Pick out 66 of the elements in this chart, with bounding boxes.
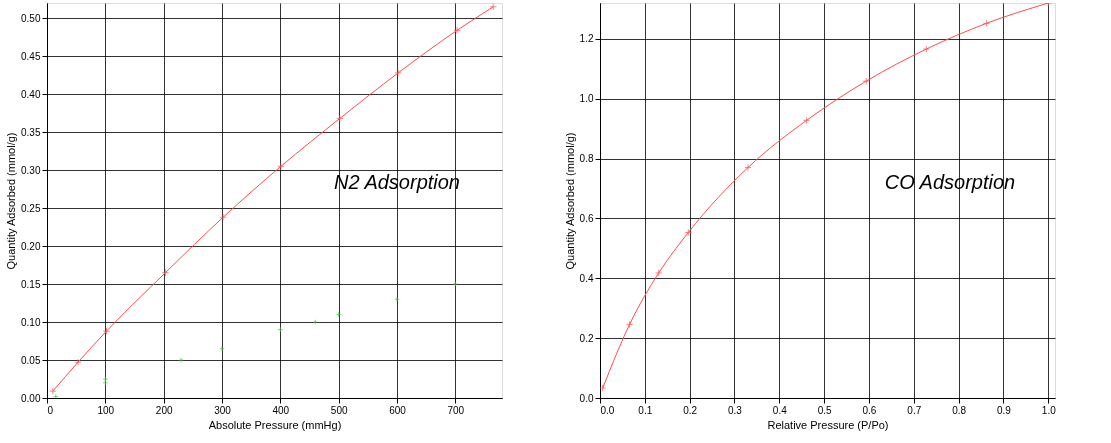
point [982, 19, 991, 28]
x-tick-label: 0 [47, 404, 54, 416]
y-tick-label: 0.45 [21, 50, 41, 62]
point [102, 327, 111, 335]
point [922, 45, 931, 53]
y-tick-label: 0.30 [21, 164, 41, 176]
x-tick-label: 1.0 [1041, 404, 1057, 416]
x-tick-label: 200 [155, 404, 173, 416]
y-tick-label: 0.10 [21, 316, 41, 328]
point [336, 114, 344, 123]
point [335, 311, 342, 318]
point [802, 116, 811, 124]
x-tick-label: 500 [330, 404, 348, 416]
y-tick-label: 1.0 [579, 93, 594, 105]
y-tick-label: 0.20 [21, 240, 41, 252]
y-tick-label: 0.50 [21, 12, 41, 24]
point [744, 163, 752, 172]
x-tick-label: 0.5 [817, 404, 833, 416]
x-tick-label: 400 [272, 404, 290, 416]
point [53, 393, 59, 398]
y-tick-label: 0.0 [579, 392, 594, 404]
x-tick-label: 0.0 [600, 404, 615, 416]
y-tick-label: 0.40 [21, 88, 41, 100]
point [452, 281, 459, 287]
point [684, 228, 692, 237]
point [862, 77, 870, 85]
point [102, 376, 109, 382]
x-axis-title: Relative Pressure (P/Po) [767, 418, 889, 431]
y-tick-label: 0.2 [579, 332, 594, 344]
point [161, 269, 170, 277]
y-tick-label: 0.25 [21, 202, 41, 214]
point [394, 69, 402, 77]
y-tick-label: 0.15 [21, 278, 41, 290]
x-tick-label: 0.4 [772, 404, 788, 416]
point [312, 319, 319, 325]
point [219, 345, 225, 352]
point [655, 269, 663, 277]
y-tick-label: 0.8 [579, 153, 594, 165]
x-tick-label: 100 [97, 404, 115, 416]
y-tick-label: 0.35 [21, 126, 41, 138]
x-axis-title: Absolute Pressure (mmHg) [208, 418, 342, 431]
y-axis-title: Quantity Adsorbed (mmol/g) [563, 132, 576, 270]
point [453, 26, 461, 35]
x-tick-label: 700 [447, 404, 465, 416]
y-tick-label: 0.6 [579, 212, 594, 224]
point [277, 162, 285, 170]
x-tick-label: 0.8 [952, 404, 967, 416]
y-tick-label: 0.4 [579, 272, 594, 284]
x-tick-label: 300 [214, 404, 232, 416]
point [74, 358, 82, 366]
x-tick-label: 0.9 [997, 404, 1012, 416]
y-tick-label: 0.00 [21, 392, 41, 404]
point [625, 320, 634, 329]
x-tick-label: 600 [389, 404, 407, 416]
y-tick-label: 0.05 [21, 354, 41, 366]
x-tick-label: 0.3 [728, 404, 743, 416]
x-tick-label: 0.1 [638, 404, 653, 416]
y-tick-label: 1.2 [579, 33, 594, 45]
y-axis-title: Quantity Adsorbed (mmol/g) [5, 132, 18, 270]
point [277, 326, 284, 333]
x-tick-label: 0.6 [862, 404, 877, 416]
x-tick-label: 0.2 [683, 404, 698, 416]
point [178, 357, 184, 363]
x-tick-label: 0.7 [907, 404, 922, 416]
point [600, 384, 607, 392]
point [394, 296, 400, 302]
